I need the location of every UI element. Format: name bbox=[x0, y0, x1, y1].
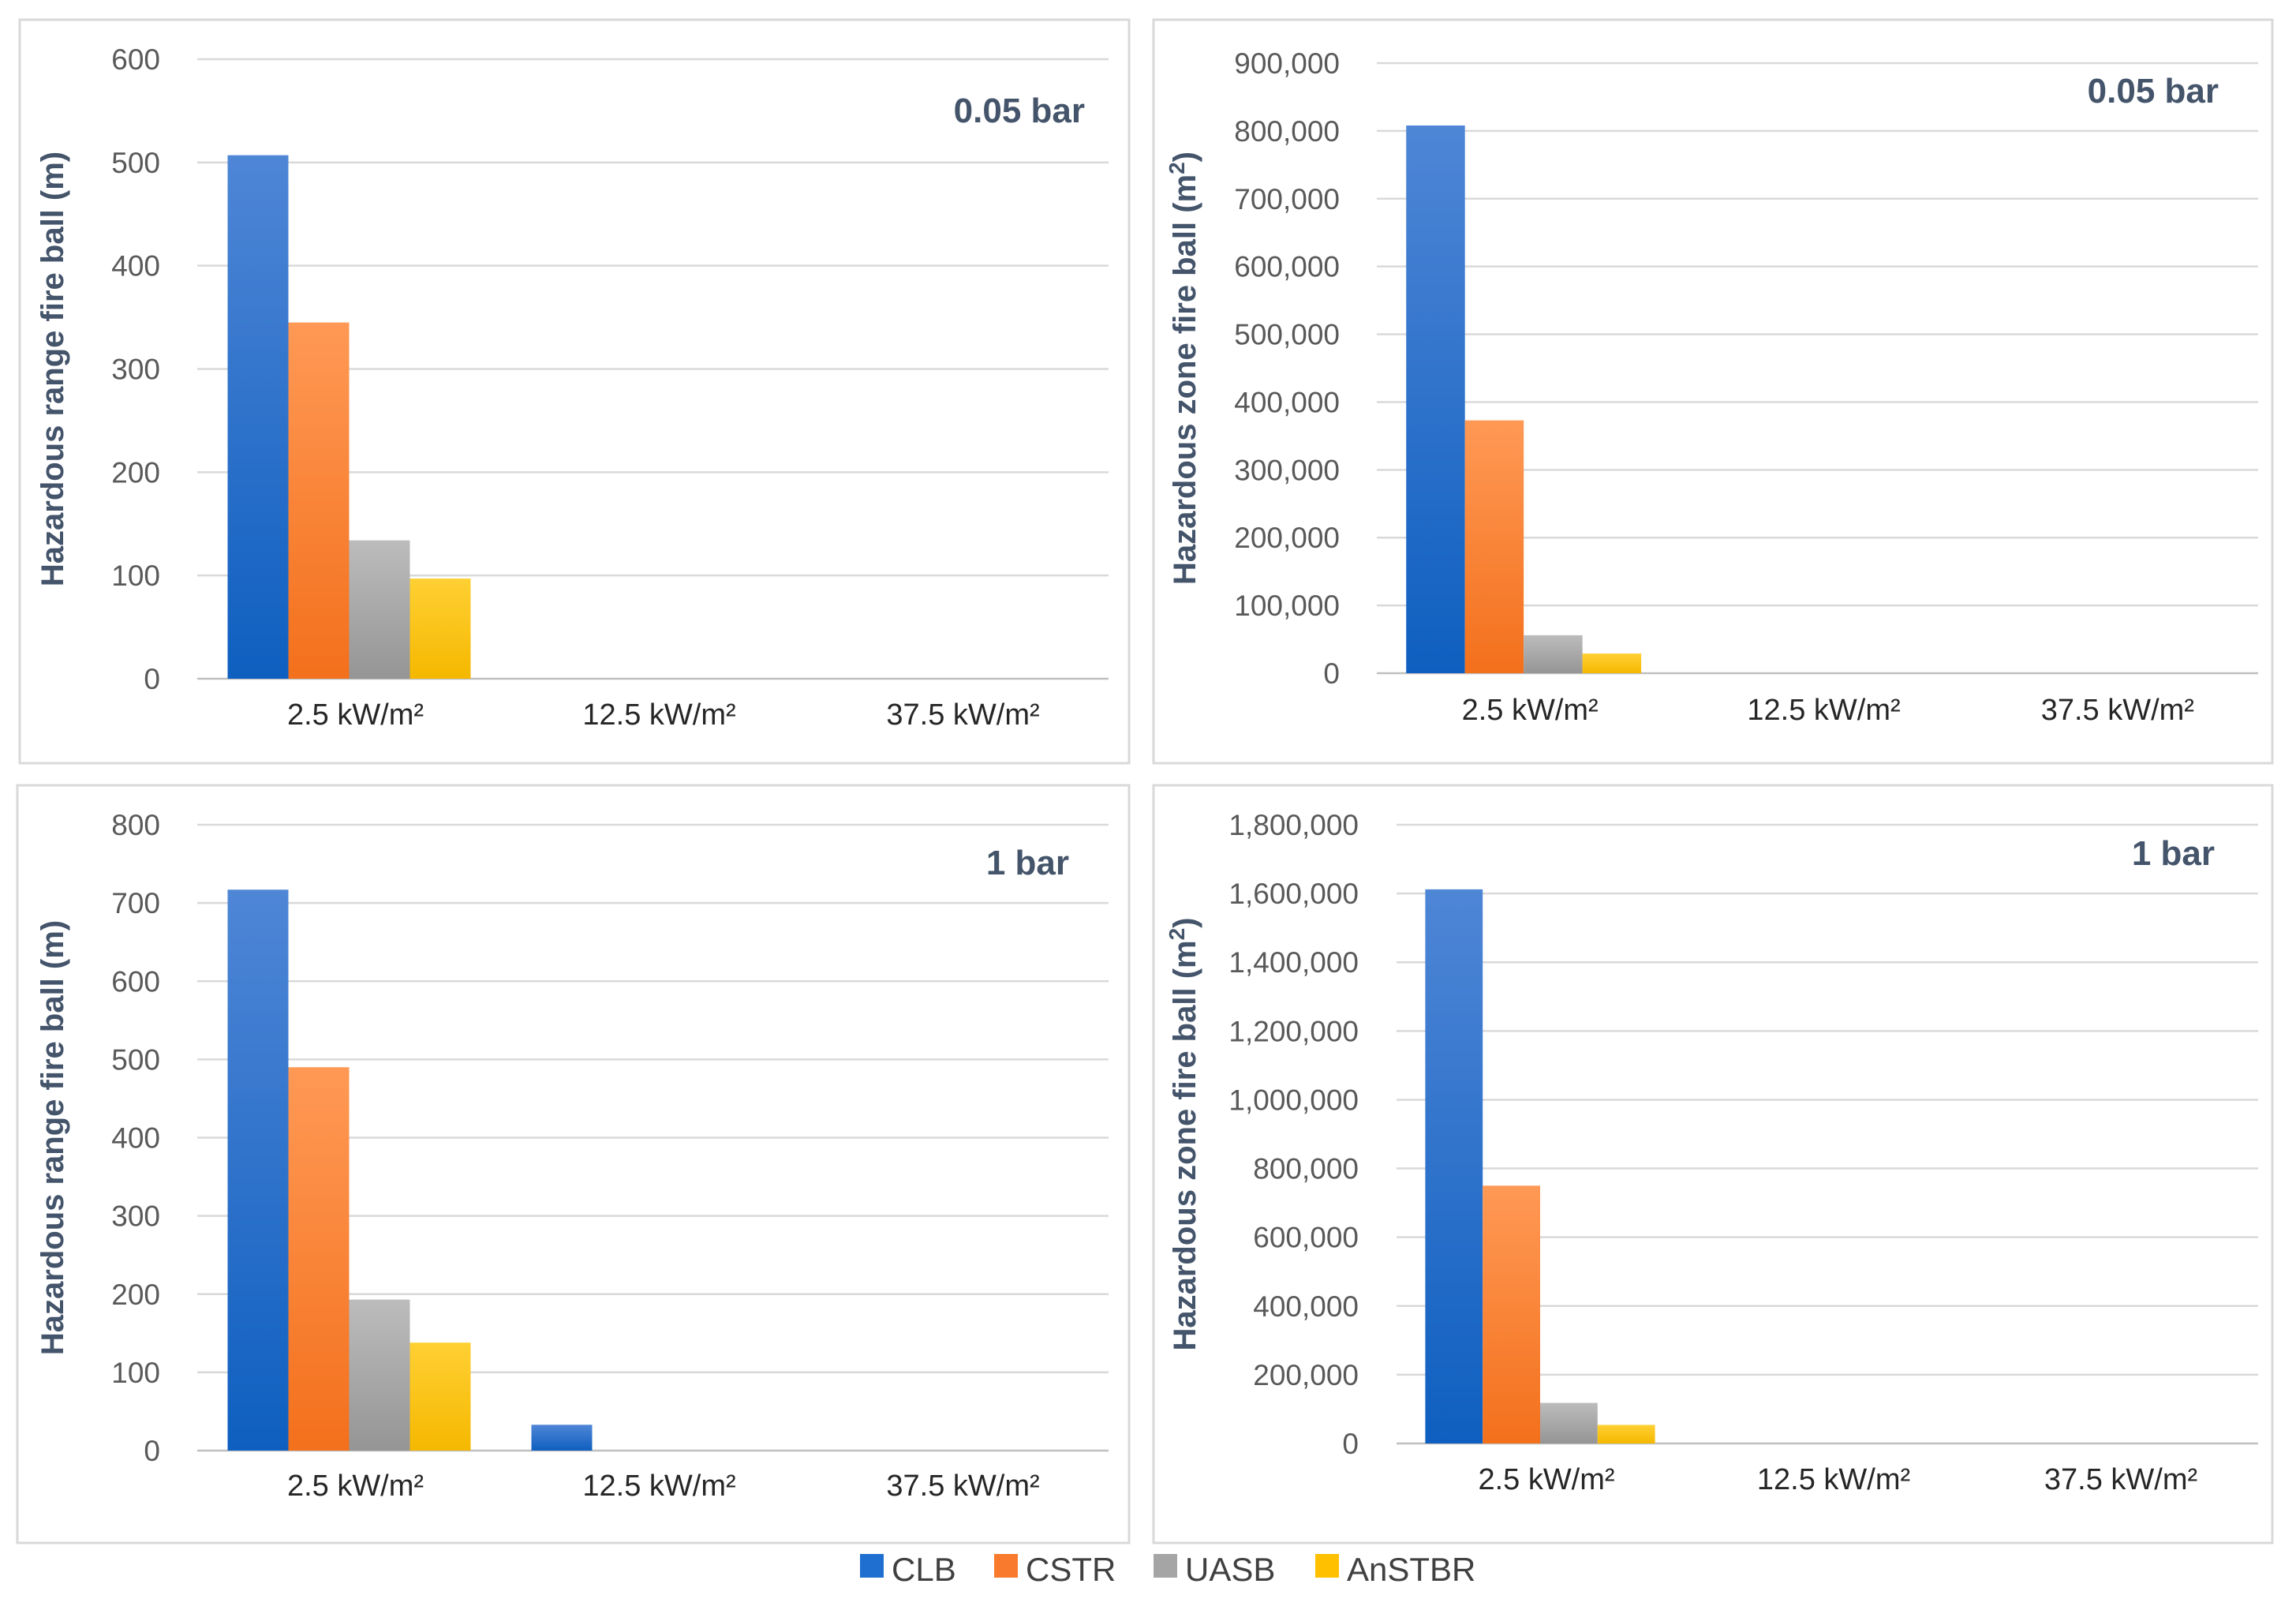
y-tick-label: 500 bbox=[111, 147, 160, 179]
y-tick-label: 400 bbox=[111, 1122, 160, 1155]
y-tick-label: 500 bbox=[111, 1043, 160, 1076]
bar-anstbr-1 bbox=[409, 1342, 471, 1451]
bar-cstr-1 bbox=[288, 1067, 350, 1451]
y-axis-title: Hazardous zone fire ball (m2) bbox=[1165, 152, 1202, 585]
legend-item-cstr: CSTR bbox=[994, 1551, 1116, 1588]
y-axis-title: Hazardous range fire ball (m) bbox=[36, 920, 70, 1355]
y-tick-label: 800,000 bbox=[1234, 115, 1340, 148]
chart-panel-p3: 0 100 200 300 400 500 600 700 800 2.5 kW/m² 12.5 k… bbox=[16, 784, 1131, 1544]
chart-panel-p4: 0 200,000 400,000 600,000 800,000 1,000,000 1,… bbox=[1152, 784, 2274, 1544]
y-tick-label: 1,000,000 bbox=[1228, 1084, 1359, 1116]
y-tick-label: 800 bbox=[111, 809, 160, 841]
bar-anstbr-1 bbox=[409, 578, 471, 679]
bar-cstr-1 bbox=[288, 322, 350, 679]
x-category-label: 2.5 kW/m² bbox=[1478, 1463, 1614, 1496]
bar-anstbr-1 bbox=[1582, 653, 1642, 673]
bar-clb-1 bbox=[1425, 889, 1483, 1443]
x-category-label: 12.5 kW/m² bbox=[1747, 694, 1900, 727]
y-tick-label: 900,000 bbox=[1234, 47, 1340, 80]
legend-label: AnSTBR bbox=[1347, 1551, 1475, 1588]
y-tick-label: 200 bbox=[111, 1279, 160, 1311]
x-category-label: 12.5 kW/m² bbox=[1757, 1463, 1910, 1496]
x-category-label: 2.5 kW/m² bbox=[1462, 694, 1599, 727]
x-category-label: 37.5 kW/m² bbox=[2041, 694, 2194, 727]
bar-uasb-1 bbox=[349, 540, 410, 679]
y-tick-label: 1,600,000 bbox=[1228, 878, 1359, 910]
legend-swatch bbox=[994, 1554, 1018, 1578]
legend-item-uasb: UASB bbox=[1154, 1551, 1275, 1588]
bar-clb-1 bbox=[227, 889, 289, 1451]
x-category-label: 12.5 kW/m² bbox=[582, 698, 735, 732]
panel-title: 1 bar bbox=[2132, 834, 2215, 873]
x-category-label: 12.5 kW/m² bbox=[582, 1470, 735, 1503]
legend-label: CSTR bbox=[1026, 1551, 1116, 1588]
y-tick-label: 0 bbox=[1323, 657, 1340, 690]
y-tick-label: 500,000 bbox=[1234, 319, 1340, 351]
y-tick-label: 700,000 bbox=[1234, 183, 1340, 215]
panel-frame bbox=[16, 784, 1131, 1544]
bar-cstr-1 bbox=[1464, 420, 1524, 673]
legend-item-clb: CLB bbox=[860, 1551, 956, 1588]
y-tick-label: 600 bbox=[111, 965, 160, 998]
legend-label: UASB bbox=[1185, 1551, 1275, 1588]
y-axis-title: Hazardous zone fire ball (m2) bbox=[1165, 917, 1202, 1350]
legend-item-anstbr: AnSTBR bbox=[1315, 1551, 1475, 1588]
y-tick-label: 800,000 bbox=[1253, 1153, 1359, 1185]
x-category-label: 37.5 kW/m² bbox=[886, 1470, 1039, 1503]
legend-swatch bbox=[1154, 1554, 1177, 1578]
y-tick-label: 600 bbox=[111, 43, 160, 76]
y-tick-label: 300 bbox=[111, 354, 160, 386]
panel-title: 0.05 bar bbox=[954, 92, 1085, 130]
y-tick-label: 100 bbox=[111, 1357, 160, 1389]
bar-uasb-1 bbox=[1540, 1402, 1598, 1443]
y-tick-label: 400,000 bbox=[1234, 386, 1340, 418]
bar-clb-1 bbox=[227, 155, 289, 680]
y-axis-title: Hazardous range fire ball (m) bbox=[36, 152, 70, 586]
legend-label: CLB bbox=[892, 1551, 956, 1588]
y-tick-label: 200,000 bbox=[1234, 522, 1340, 554]
bar-uasb-1 bbox=[1524, 635, 1583, 673]
bar-uasb-1 bbox=[349, 1299, 410, 1451]
y-tick-label: 1,400,000 bbox=[1228, 946, 1359, 979]
y-tick-label: 0 bbox=[144, 663, 160, 695]
y-tick-label: 300 bbox=[111, 1200, 160, 1233]
y-tick-label: 200 bbox=[111, 456, 160, 489]
y-tick-label: 1,200,000 bbox=[1228, 1015, 1359, 1047]
panel-frame bbox=[18, 18, 1131, 765]
y-tick-label: 700 bbox=[111, 887, 160, 919]
y-tick-label: 100,000 bbox=[1234, 590, 1340, 622]
panel-frame bbox=[1152, 784, 2274, 1544]
chart-panel-p1: 0 100 200 300 400 500 600 2.5 kW/m² 12.5 kW/m² 37… bbox=[18, 18, 1131, 765]
legend-swatch bbox=[860, 1554, 884, 1578]
bar-clb-1 bbox=[1406, 125, 1465, 674]
y-tick-label: 600,000 bbox=[1253, 1222, 1359, 1254]
bar-cstr-1 bbox=[1483, 1185, 1540, 1443]
y-tick-label: 0 bbox=[1342, 1428, 1359, 1460]
panel-title: 1 bar bbox=[986, 844, 1069, 882]
y-tick-label: 200,000 bbox=[1253, 1359, 1359, 1391]
y-tick-label: 100 bbox=[111, 560, 160, 592]
y-tick-label: 400,000 bbox=[1253, 1290, 1359, 1323]
y-tick-label: 0 bbox=[144, 1435, 160, 1467]
panel-title: 0.05 bar bbox=[2088, 72, 2219, 110]
chart-panel-p2: 0 100,000 200,000 300,000 400,000 500,000 600,… bbox=[1152, 18, 2274, 765]
x-category-label: 37.5 kW/m² bbox=[2044, 1463, 2197, 1496]
bar-clb-2 bbox=[531, 1425, 593, 1451]
y-tick-label: 600,000 bbox=[1234, 251, 1340, 283]
x-category-label: 2.5 kW/m² bbox=[287, 1470, 424, 1503]
y-tick-label: 300,000 bbox=[1234, 454, 1340, 486]
x-category-label: 37.5 kW/m² bbox=[886, 698, 1039, 732]
panel-frame bbox=[1152, 18, 2274, 765]
legend: CLB CSTR UASB AnSTBR bbox=[860, 1551, 1475, 1588]
y-tick-label: 400 bbox=[111, 250, 160, 283]
legend-swatch bbox=[1315, 1554, 1339, 1578]
y-tick-label: 1,800,000 bbox=[1228, 809, 1359, 841]
bar-anstbr-1 bbox=[1597, 1425, 1655, 1443]
x-category-label: 2.5 kW/m² bbox=[287, 698, 424, 732]
